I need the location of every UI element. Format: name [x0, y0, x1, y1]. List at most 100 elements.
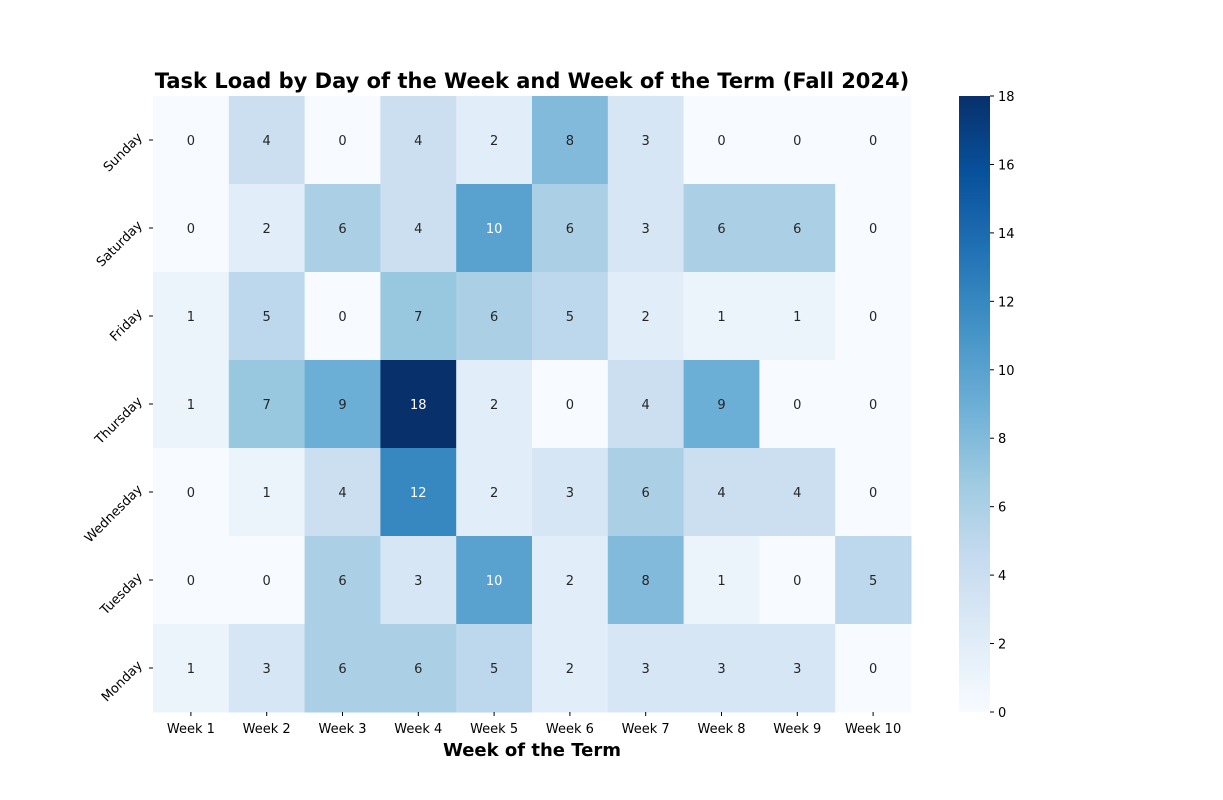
cell-value-label: 6 — [338, 662, 346, 677]
cell-value-label: 4 — [414, 134, 422, 149]
heatmap-cell — [607, 184, 685, 273]
heatmap-cell — [304, 536, 381, 625]
heatmap-cell — [456, 536, 533, 625]
heatmap-cell — [759, 184, 836, 273]
heatmap-cell — [607, 96, 685, 185]
cell-value-label: 3 — [642, 134, 650, 149]
cell-value-label: 1 — [187, 398, 195, 413]
cell-value-label: 2 — [490, 486, 498, 501]
cell-value-label: 4 — [338, 486, 346, 501]
cell-value-label: 0 — [869, 310, 877, 325]
heatmap-cell — [380, 96, 457, 185]
heatmap-cell — [835, 624, 912, 713]
heatmap-cell — [532, 96, 609, 185]
heatmap-cell — [304, 448, 381, 537]
colorbar-tick-label: 6 — [998, 501, 1006, 516]
heatmap-cell — [228, 272, 306, 361]
cell-value-label: 6 — [338, 222, 346, 237]
colorbar-ticks: 0 2 4 6 8 10 12 14 16 18 — [990, 90, 1015, 721]
x-tick-label: Week 10 — [845, 722, 901, 737]
x-tick-label: Week 6 — [546, 722, 594, 737]
x-tick-label: Week 5 — [470, 722, 518, 737]
cell-value-label: 0 — [187, 222, 195, 237]
cell-value-label: 0 — [187, 574, 195, 589]
chart-title: Task Load by Day of the Week and Week of… — [155, 69, 910, 93]
heatmap-cell — [380, 360, 457, 449]
heatmap-cell — [532, 360, 609, 449]
y-tick-label: Monday — [99, 658, 146, 705]
heatmap-cell — [532, 448, 609, 537]
cell-value-label: 0 — [263, 574, 271, 589]
cell-value-label: 18 — [410, 398, 427, 413]
colorbar-tick-label: 4 — [998, 569, 1006, 584]
heatmap-cell — [153, 360, 230, 449]
colorbar-tick-label: 0 — [998, 706, 1006, 721]
cell-value-label: 10 — [486, 574, 503, 589]
cell-value-label: 0 — [869, 662, 877, 677]
heatmap-cell — [835, 360, 912, 449]
cell-value-label: 8 — [566, 134, 574, 149]
cell-value-label: 4 — [642, 398, 650, 413]
cell-value-label: 0 — [338, 310, 346, 325]
y-tick-label: Tuesday — [97, 570, 146, 619]
x-tick-label: Week 2 — [243, 722, 291, 737]
heatmap-cell — [532, 272, 609, 361]
x-axis-ticks: Week 1 Week 2 Week 3 Week 4 Week 5 Week 6 Week… — [167, 712, 901, 737]
cell-value-label: 3 — [793, 662, 801, 677]
heatmap-cell — [228, 448, 306, 537]
heatmap-cell — [228, 184, 306, 273]
heatmap-cell — [683, 448, 760, 537]
cell-value-label: 0 — [869, 134, 877, 149]
x-tick-label: Week 9 — [773, 722, 821, 737]
cell-value-label: 9 — [717, 398, 725, 413]
cell-value-label: 6 — [566, 222, 574, 237]
heatmap-cell — [456, 184, 533, 273]
heatmap-cell — [835, 184, 912, 273]
heatmap-cell — [835, 272, 912, 361]
cell-value-label: 3 — [263, 662, 271, 677]
heatmap-cell — [456, 624, 533, 713]
cell-value-label: 2 — [566, 574, 574, 589]
cell-value-label: 2 — [566, 662, 574, 677]
cell-value-label: 3 — [414, 574, 422, 589]
cell-value-label: 0 — [869, 486, 877, 501]
cell-value-label: 8 — [642, 574, 650, 589]
cell-value-label: 2 — [263, 222, 271, 237]
heatmap-cell — [532, 624, 609, 713]
heatmap-cell — [380, 536, 457, 625]
colorbar-tick-label: 2 — [998, 638, 1006, 653]
cell-value-label: 0 — [793, 134, 801, 149]
heatmap-cell — [153, 536, 230, 625]
heatmap-cell — [607, 360, 685, 449]
heatmap-cell — [228, 536, 306, 625]
heatmap-cell — [153, 624, 230, 713]
cell-value-label: 1 — [793, 310, 801, 325]
heatmap-cell — [532, 536, 609, 625]
y-tick-label: Saturday — [94, 218, 146, 270]
heatmap-cell — [304, 184, 381, 273]
cell-value-label: 2 — [490, 134, 498, 149]
heatmap-cell — [304, 272, 381, 361]
y-axis-ticks: Sunday Saturday Friday Thursday Wednesday Tue… — [82, 130, 153, 705]
heatmap-cell — [153, 184, 230, 273]
cell-value-label: 3 — [717, 662, 725, 677]
heatmap-cell — [759, 536, 836, 625]
colorbar-tick-label: 10 — [998, 364, 1015, 379]
cell-value-label: 5 — [869, 574, 877, 589]
heatmap-cell — [835, 448, 912, 537]
heatmap-cell — [228, 360, 306, 449]
heatmap-cell — [759, 360, 836, 449]
heatmap-cell — [683, 96, 760, 185]
heatmap-cell — [835, 536, 912, 625]
cell-value-label: 3 — [642, 662, 650, 677]
heatmap-cell — [607, 272, 685, 361]
heatmap-cell — [153, 448, 230, 537]
cell-value-label: 6 — [717, 222, 725, 237]
cell-value-label: 0 — [338, 134, 346, 149]
heatmap-cell — [228, 624, 306, 713]
cell-value-label: 4 — [793, 486, 801, 501]
cell-value-label: 4 — [263, 134, 271, 149]
cell-value-label: 10 — [486, 222, 503, 237]
heatmap-cell — [380, 272, 457, 361]
colorbar — [959, 96, 990, 712]
